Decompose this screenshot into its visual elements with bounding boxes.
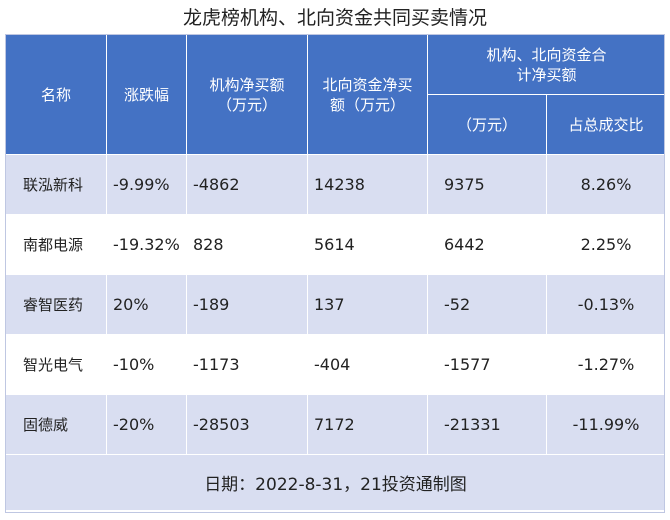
cell-share: -11.99% xyxy=(546,394,666,455)
cell-change: 20% xyxy=(106,274,187,335)
cell-north-net: 7172 xyxy=(307,394,428,455)
header-inst-net: 机构净买额（万元） xyxy=(186,34,308,155)
cell-name: 联泓新科 xyxy=(5,154,107,215)
table-row: 智光电气 -10% -1173 -404 -1577 -1.27% xyxy=(5,334,666,395)
cell-combined: 9375 xyxy=(427,154,547,215)
cell-north-net: 14238 xyxy=(307,154,428,215)
header-combined-share: 占总成交比 xyxy=(546,94,666,155)
cell-name: 南都电源 xyxy=(5,214,107,275)
cell-inst-net: -4862 xyxy=(186,154,308,215)
table-row: 睿智医药 20% -189 137 -52 -0.13% xyxy=(5,274,666,335)
data-table: 名称 涨跌幅 机构净买额（万元） 北向资金净买额（万元） 机构、北向资金合计净买… xyxy=(5,34,666,511)
cell-share: -0.13% xyxy=(546,274,666,335)
cell-north-net: 137 xyxy=(307,274,428,335)
footer-caption: 日期：2022-8-31，21投资通制图 xyxy=(5,454,666,511)
cell-change: -19.32% xyxy=(106,214,187,275)
cell-name: 固德威 xyxy=(5,394,107,455)
cell-north-net: 5614 xyxy=(307,214,428,275)
cell-share: 2.25% xyxy=(546,214,666,275)
header-combined-amount: （万元） xyxy=(427,94,547,155)
cell-combined: -52 xyxy=(427,274,547,335)
footer-row: 日期：2022-8-31，21投资通制图 xyxy=(5,454,666,511)
header-north-net-label: 北向资金净买额（万元） xyxy=(322,75,413,114)
header-change: 涨跌幅 xyxy=(106,34,187,155)
header-combined-group: 机构、北向资金合计净买额 xyxy=(427,34,666,95)
header-combined-group-label: 机构、北向资金合计净买额 xyxy=(486,45,607,84)
cell-change: -9.99% xyxy=(106,154,187,215)
table-row: 南都电源 -19.32% 828 5614 6442 2.25% xyxy=(5,214,666,275)
cell-change: -20% xyxy=(106,394,187,455)
cell-change: -10% xyxy=(106,334,187,395)
cell-combined: -1577 xyxy=(427,334,547,395)
table-title: 龙虎榜机构、北向资金共同买卖情况 xyxy=(182,7,487,29)
cell-inst-net: -189 xyxy=(186,274,308,335)
table-row: 固德威 -20% -28503 7172 -21331 -11.99% xyxy=(5,394,666,455)
header-name: 名称 xyxy=(5,34,107,155)
cell-name: 睿智医药 xyxy=(5,274,107,335)
cell-inst-net: -1173 xyxy=(186,334,308,395)
cell-combined: 6442 xyxy=(427,214,547,275)
cell-north-net: -404 xyxy=(307,334,428,395)
header-north-net: 北向资金净买额（万元） xyxy=(307,34,428,155)
cell-combined: -21331 xyxy=(427,394,547,455)
cell-share: -1.27% xyxy=(546,334,666,395)
table-row: 联泓新科 -9.99% -4862 14238 9375 8.26% xyxy=(5,154,666,215)
header-inst-net-label: 机构净买额（万元） xyxy=(209,75,285,114)
cell-name: 智光电气 xyxy=(5,334,107,395)
cell-inst-net: 828 xyxy=(186,214,308,275)
cell-inst-net: -28503 xyxy=(186,394,308,455)
cell-share: 8.26% xyxy=(546,154,666,215)
